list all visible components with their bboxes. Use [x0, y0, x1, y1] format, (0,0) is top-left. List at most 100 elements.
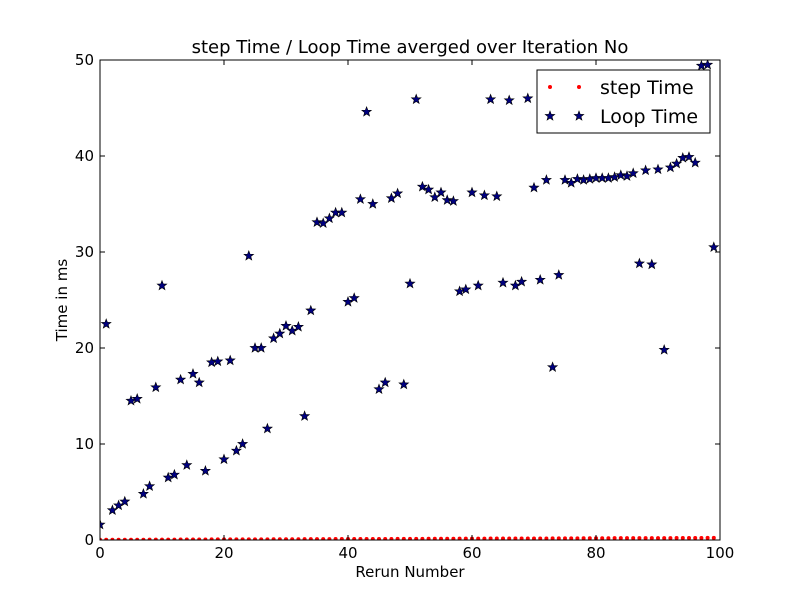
- loop-time-point: [156, 279, 168, 291]
- step-time-point: [116, 537, 121, 540]
- step-time-point: [532, 536, 536, 540]
- loop-time-point: [255, 342, 267, 353]
- loop-time-point: [702, 60, 714, 70]
- loop-time-point: [193, 376, 205, 388]
- step-time-point: [439, 536, 443, 540]
- loop-time-point: [460, 283, 472, 295]
- loop-time-point: [305, 304, 317, 316]
- step-time-point: [637, 536, 642, 540]
- step-time-point: [327, 537, 332, 540]
- loop-time-point: [447, 195, 459, 206]
- loop-time-point: [336, 206, 348, 218]
- step-time-point: [550, 536, 555, 540]
- loop-time-point: [571, 173, 583, 184]
- step-time-point: [556, 536, 561, 540]
- step-time-point: [538, 536, 543, 540]
- step-time-point: [451, 536, 456, 540]
- step-time-point: [705, 535, 710, 540]
- loop-time-point: [361, 105, 373, 117]
- loop-time-point: [348, 292, 360, 303]
- step-time-point: [104, 537, 109, 540]
- step-time-point: [600, 536, 605, 540]
- legend: step Time Loop Time: [536, 69, 711, 134]
- loop-time-point: [237, 438, 249, 449]
- step-time-point: [488, 536, 493, 540]
- loop-time-point: [485, 93, 497, 105]
- loop-time-point: [435, 186, 447, 198]
- step-time-point: [674, 535, 679, 540]
- x-tick-label: 80: [586, 544, 605, 562]
- y-tick-label: 0: [84, 531, 94, 549]
- loop-time-point: [553, 269, 565, 280]
- loop-time-point: [274, 327, 286, 339]
- plot-frame: [99, 59, 721, 541]
- step-time-point: [296, 537, 301, 540]
- loop-time-point: [212, 355, 224, 367]
- y-tick-label: 20: [75, 339, 94, 357]
- step-time-point: [234, 537, 239, 540]
- step-time-point: [321, 537, 326, 540]
- step-time-point: [259, 537, 264, 540]
- loop-time-point: [522, 92, 534, 104]
- loop-time-point: [404, 277, 416, 289]
- loop-time-point: [100, 518, 106, 530]
- loop-time-point: [119, 495, 131, 507]
- step-time-point: [284, 537, 288, 540]
- loop-time-point: [646, 258, 658, 270]
- step-time-point: [370, 536, 375, 540]
- step-time-point: [401, 536, 406, 540]
- data-marks: [100, 60, 720, 540]
- step-time-point: [383, 536, 388, 540]
- loop-time-point: [243, 249, 255, 261]
- loop-time-point: [615, 169, 627, 180]
- step-time-point: [699, 535, 704, 540]
- y-tick-label: 40: [75, 147, 94, 165]
- step-time-point: [525, 536, 530, 540]
- step-time-point: [277, 537, 282, 540]
- loop-time-point: [410, 93, 422, 105]
- step-time-point: [414, 536, 419, 540]
- loop-time-point: [683, 151, 695, 162]
- loop-time-point: [540, 174, 552, 185]
- step-time-point: [178, 537, 183, 540]
- step-time-point: [618, 536, 623, 540]
- step-time-point: [129, 537, 133, 540]
- step-time-point: [687, 535, 691, 540]
- loop-time-point: [162, 471, 174, 483]
- step-time-point: [153, 537, 158, 540]
- step-time-point: [228, 537, 233, 540]
- axis-ticks: 0 20 40 60 80 100 0 10 20 30 40 50: [75, 51, 734, 562]
- loop-time-point: [491, 190, 503, 202]
- step-time-point: [339, 537, 344, 540]
- step-time-point: [507, 536, 512, 540]
- step-time-point: [209, 537, 214, 540]
- step-time-point: [711, 535, 716, 540]
- y-tick-label: 30: [75, 243, 94, 261]
- step-time-point: [191, 537, 195, 540]
- step-time-point: [141, 537, 146, 540]
- loop-time-point: [218, 453, 230, 465]
- step-time-point: [333, 537, 338, 540]
- loop-time-point: [689, 156, 701, 168]
- step-time-point: [569, 536, 574, 540]
- step-time-point: [135, 537, 140, 540]
- loop-time-point: [181, 459, 193, 470]
- step-time-point: [494, 536, 499, 540]
- loop-time-point: [224, 354, 236, 366]
- loop-time-point: [187, 368, 199, 379]
- legend-marker-step-time: [577, 85, 581, 89]
- legend-marker-step-time: [548, 85, 552, 89]
- loop-time-point: [144, 480, 156, 491]
- step-time-point: [612, 536, 617, 540]
- loop-time-point: [292, 321, 304, 332]
- step-time-point: [581, 536, 586, 540]
- loop-time-point: [398, 378, 410, 390]
- step-time-point: [693, 535, 698, 540]
- loop-time-point: [131, 393, 143, 404]
- loop-time-point: [311, 216, 323, 227]
- loop-time-point: [708, 241, 720, 252]
- loop-time-point: [640, 164, 652, 176]
- step-time-point: [197, 537, 202, 540]
- loop-time-point: [516, 275, 528, 287]
